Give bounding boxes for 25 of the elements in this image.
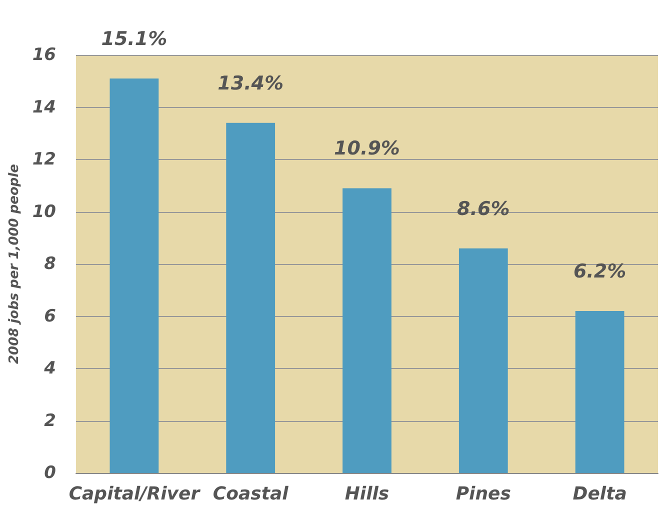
y-tick-label: 10 (32, 202, 56, 222)
x-tick-label: Capital/River (68, 484, 201, 504)
x-tick-label: Delta (572, 484, 627, 504)
bar (575, 311, 624, 473)
x-tick-label: Pines (456, 484, 512, 504)
y-tick-label: 2 (44, 410, 56, 431)
x-tick-label: Hills (344, 484, 390, 504)
bar (226, 122, 276, 473)
y-tick-label: 4 (43, 358, 56, 378)
data-label: 10.9% (334, 138, 400, 160)
data-label: 15.1% (101, 28, 168, 50)
y-axis-title: 2008 jobs per 1,000 people (7, 164, 22, 364)
y-tick-label: 14 (32, 97, 56, 118)
bar (342, 188, 392, 473)
y-tick-label: 8 (44, 254, 56, 274)
y-tick-label: 0 (44, 463, 56, 483)
bar (458, 248, 508, 473)
x-tick-label: Coastal (212, 484, 290, 504)
data-label: 8.6% (457, 198, 510, 220)
y-tick-label: 6 (44, 306, 56, 326)
data-label: 6.2% (573, 260, 626, 283)
bar (110, 78, 159, 473)
data-label: 13.4% (218, 72, 284, 94)
y-tick-label: 12 (32, 150, 56, 170)
y-tick-label: 16 (32, 45, 56, 65)
